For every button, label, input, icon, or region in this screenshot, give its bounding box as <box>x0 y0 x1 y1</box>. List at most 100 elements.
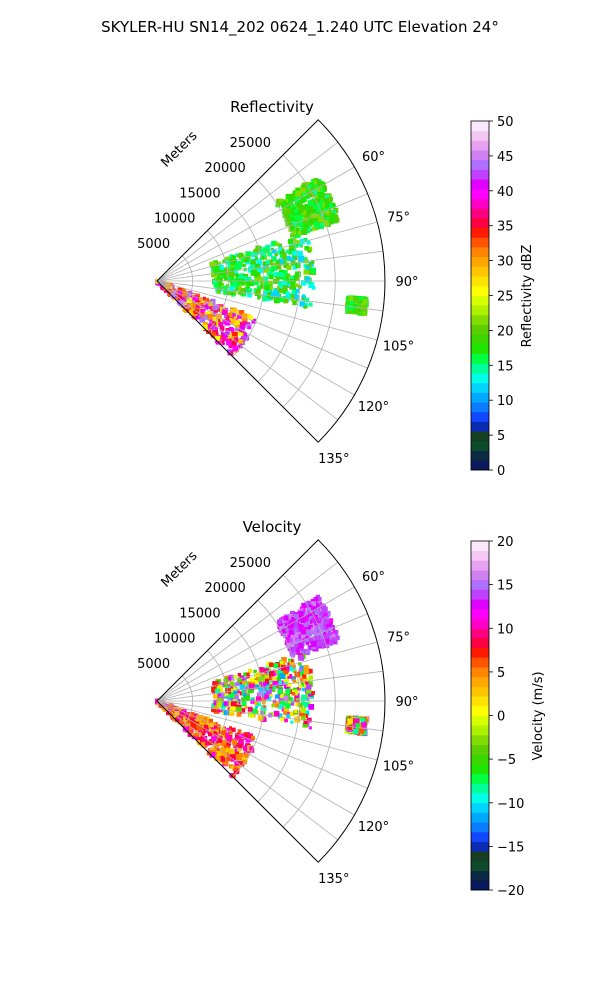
echo-gate <box>287 682 292 687</box>
echo-gate <box>226 740 231 746</box>
echo-gate <box>264 694 270 699</box>
echo-gate <box>169 285 173 289</box>
echo-gate <box>309 188 314 192</box>
echo-gate <box>256 259 263 266</box>
echo-gate <box>195 315 200 320</box>
echo-gate <box>272 249 277 254</box>
echo-gate <box>261 294 266 298</box>
echo-gate <box>237 273 243 279</box>
echo-gate <box>213 308 218 313</box>
echo-gate <box>307 246 313 252</box>
echo-gate <box>301 294 306 298</box>
echo-gate <box>282 624 287 629</box>
echo-gate <box>215 319 222 326</box>
echo-gate <box>228 684 233 689</box>
colorbar-swatch <box>471 295 489 306</box>
echo-gate <box>273 677 278 681</box>
echo-gate <box>188 303 193 308</box>
colorbar-tick-label: 25 <box>497 290 514 305</box>
colorbar-swatch <box>471 121 489 132</box>
echo-gate <box>242 756 248 762</box>
echo-gate <box>257 296 261 300</box>
echo-gate <box>244 681 250 687</box>
echo-gate <box>238 339 243 343</box>
velocity-frame <box>156 539 386 863</box>
azimuth-tick-label: 135° <box>318 452 349 467</box>
echo-gate <box>295 624 300 629</box>
echo-gate <box>281 707 286 712</box>
echo-gate <box>200 738 206 745</box>
colorbar-swatch <box>471 734 489 745</box>
echo-gate <box>231 272 236 277</box>
echo-gate <box>299 301 305 307</box>
colorbar-tick-label: −15 <box>497 840 524 855</box>
echo-gate <box>290 257 295 262</box>
echo-gate <box>196 715 201 720</box>
echo-gate <box>217 684 223 691</box>
echo-gate <box>226 727 230 732</box>
echo-gate <box>292 679 297 683</box>
echo-gate <box>232 345 239 352</box>
echo-gate <box>260 252 266 259</box>
colorbar-swatch <box>471 860 489 872</box>
echo-gate <box>310 260 315 265</box>
echo-gate <box>204 297 209 302</box>
echo-gate <box>301 210 307 215</box>
radial-tick-label: 25000 <box>230 136 271 151</box>
echo-gate <box>282 255 287 260</box>
echo-gate <box>223 285 228 290</box>
echo-gate <box>238 260 243 266</box>
echo-gate <box>305 266 310 270</box>
echo-gate <box>308 282 315 289</box>
echo-gate <box>310 599 316 604</box>
echo-gate <box>335 635 340 641</box>
echo-gate <box>214 688 220 694</box>
echo-gate <box>184 302 188 306</box>
echo-gate <box>320 631 327 638</box>
echo-gate <box>305 642 309 646</box>
azimuth-gridline <box>156 280 339 421</box>
echo-gate <box>322 609 328 615</box>
azimuth-gridline <box>156 641 378 702</box>
echo-gate <box>312 185 317 190</box>
echo-gate <box>221 693 227 698</box>
radial-tick-label: 5000 <box>137 237 170 252</box>
azimuth-gridline <box>156 613 368 702</box>
echo-gate <box>234 748 238 752</box>
colorbar-swatch <box>471 150 489 161</box>
echo-gate <box>348 295 354 301</box>
echo-gate <box>277 688 283 694</box>
echo-gate <box>202 739 207 743</box>
echo-gate <box>261 697 266 703</box>
echo-gate <box>302 614 307 619</box>
echo-gate <box>233 675 237 679</box>
echo-gate <box>191 732 195 736</box>
echo-gate <box>291 290 298 296</box>
echo-gate <box>297 188 301 193</box>
echo-gate <box>277 250 282 254</box>
echo-gate <box>225 270 232 276</box>
echo-gate <box>230 318 236 324</box>
echo-gate <box>225 256 231 262</box>
echo-gate <box>174 711 180 716</box>
colorbar-swatch <box>471 208 489 219</box>
echo-gate <box>317 186 323 193</box>
echo-gate <box>323 187 327 191</box>
echo-gate <box>215 724 221 730</box>
echo-gate <box>218 281 223 286</box>
echo-gate <box>262 291 267 296</box>
echo-gate <box>200 312 205 318</box>
echo-gate <box>320 188 324 192</box>
azimuth-gridline <box>156 280 368 369</box>
echo-gate <box>216 261 221 267</box>
echo-gate <box>290 275 294 279</box>
echo-gate <box>192 295 199 301</box>
echo-gate <box>298 285 302 289</box>
echo-gate <box>245 738 251 743</box>
echo-gate <box>205 312 210 317</box>
echo-gate <box>276 676 281 681</box>
echo-gate <box>317 623 324 629</box>
echo-gate <box>323 634 328 639</box>
colorbar-swatch <box>471 140 489 151</box>
echo-gate <box>203 744 207 748</box>
